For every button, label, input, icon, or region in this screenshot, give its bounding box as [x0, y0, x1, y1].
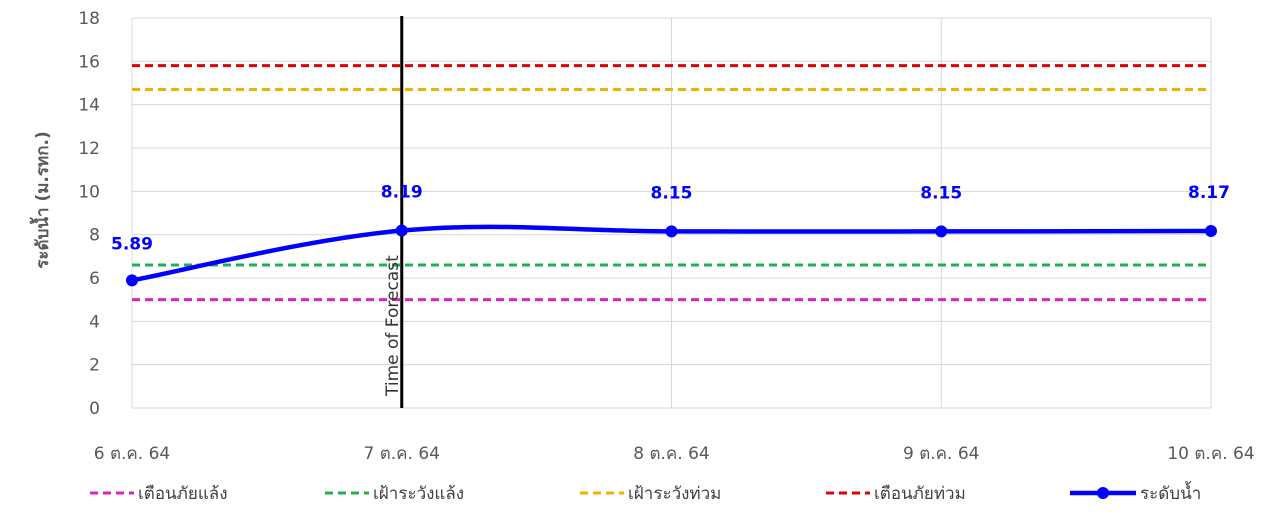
legend-item: เตือนภัยแล้ง	[90, 484, 228, 504]
legend: เตือนภัยแล้ง เฝ้าระวังแล้ง เฝ้าระวังท่วม เต…	[90, 481, 1201, 504]
x-tick-label: 8 ต.ค. 64	[633, 444, 709, 464]
y-tick-label: 10	[78, 182, 100, 202]
y-tick-label: 4	[89, 312, 100, 332]
legend-label: เฝ้าระวังท่วม	[628, 484, 721, 504]
data-label: 8.17	[1188, 183, 1230, 203]
x-axis-ticks: 6 ต.ค. 64 7 ต.ค. 64 8 ต.ค. 64 9 ต.ค. 64 10 ต…	[94, 444, 1255, 464]
legend-item: เตือนภัยท่วม	[826, 484, 966, 504]
y-tick-label: 18	[78, 9, 100, 29]
x-tick-label: 6 ต.ค. 64	[94, 444, 170, 464]
water-level-point	[665, 225, 678, 238]
legend-label: ระดับน้ำ	[1140, 481, 1201, 504]
y-tick-label: 0	[89, 399, 100, 419]
x-tick-label: 10 ต.ค. 64	[1167, 444, 1254, 464]
legend-label: เตือนภัยท่วม	[874, 484, 966, 504]
x-tick-label: 7 ต.ค. 64	[364, 444, 440, 464]
y-tick-label: 16	[78, 52, 100, 72]
legend-label: เฝ้าระวังแล้ง	[373, 484, 464, 504]
legend-marker	[1097, 487, 1109, 499]
y-tick-label: 12	[78, 139, 100, 159]
water-level-point	[395, 224, 408, 237]
grid-lines	[131, 17, 1212, 409]
time-of-forecast-label: Time of Forecast	[383, 255, 403, 397]
data-label: 8.15	[920, 183, 962, 203]
legend-label: เตือนภัยแล้ง	[138, 484, 228, 504]
data-label: 8.19	[381, 183, 423, 203]
water-level-point	[935, 225, 948, 238]
water-level-point	[1205, 224, 1217, 237]
time-of-forecast-marker: Time of Forecast	[383, 16, 404, 408]
y-axis-label: ระดับน้ำ (ม.รทก.)	[29, 131, 53, 268]
y-tick-label: 2	[89, 356, 100, 376]
x-tick-label: 9 ต.ค. 64	[903, 444, 979, 464]
water-level-series: 5.89 8.19 8.15 8.15 8.17	[111, 183, 1230, 287]
y-axis-ticks: 0 2 4 6 8 10 12 14 16 18	[78, 9, 100, 419]
y-tick-label: 8	[89, 226, 100, 246]
y-tick-label: 14	[78, 96, 100, 116]
legend-item: เฝ้าระวังแล้ง	[325, 484, 464, 504]
water-level-point	[126, 274, 138, 287]
y-tick-label: 6	[89, 269, 100, 289]
legend-item: ระดับน้ำ	[1070, 481, 1201, 504]
threshold-lines	[132, 64, 1211, 302]
legend-item: เฝ้าระวังท่วม	[580, 484, 721, 504]
data-label: 8.15	[651, 183, 693, 203]
data-label: 5.89	[111, 234, 153, 254]
